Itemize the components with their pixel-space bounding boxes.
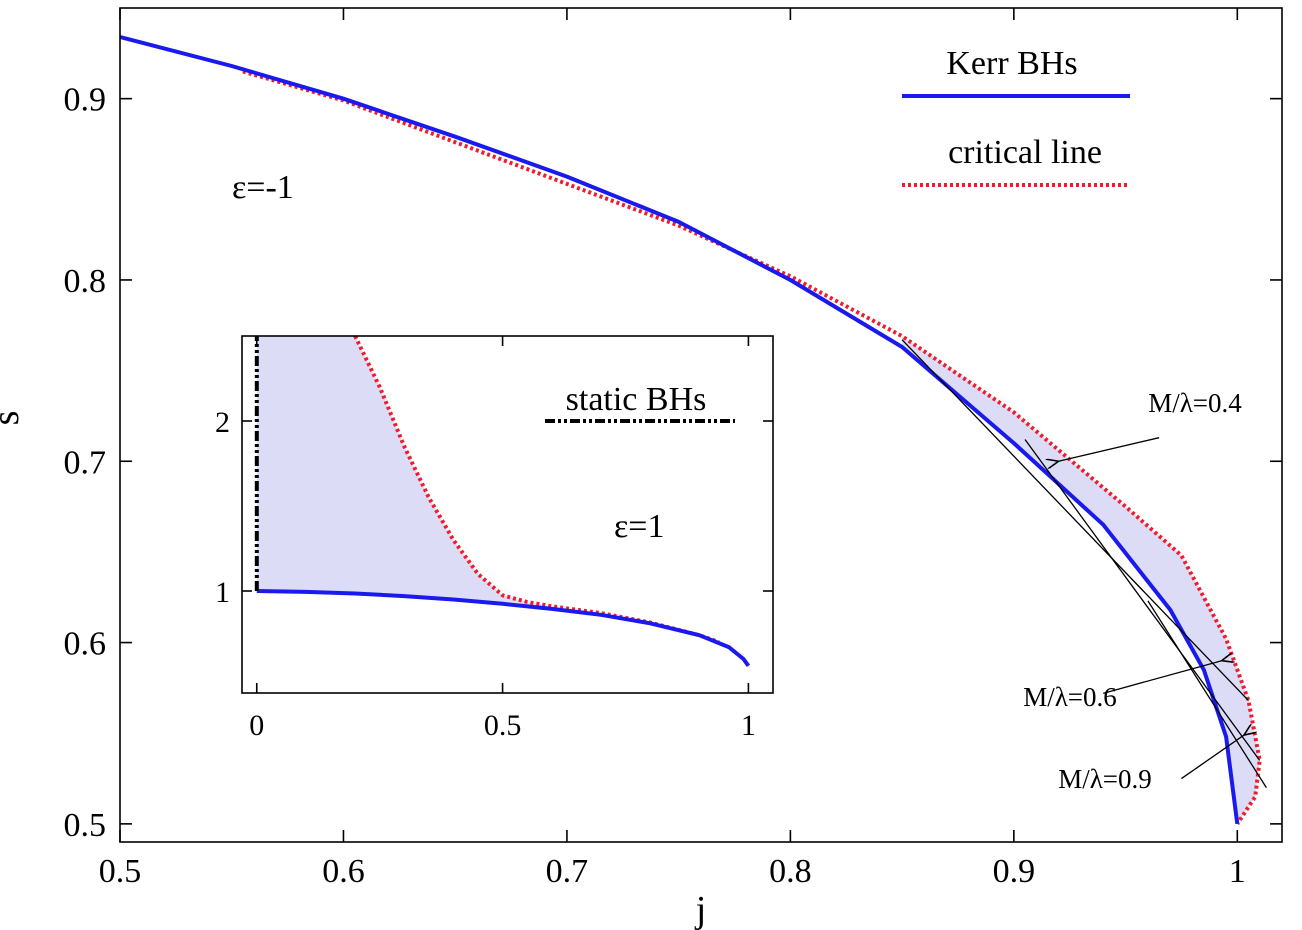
x-axis-label: j bbox=[694, 889, 707, 930]
y-tick-label-0.6: 0.6 bbox=[64, 626, 107, 663]
x-tick-label-1: 1 bbox=[1229, 853, 1246, 890]
x-tick-label-0.6: 0.6 bbox=[322, 853, 365, 890]
inset-legend-label-static: static BHs bbox=[566, 381, 707, 418]
legend: Kerr BHs critical line bbox=[902, 45, 1130, 187]
inset-series-lines bbox=[254, 335, 751, 667]
main-shaded-region bbox=[902, 336, 1260, 824]
main-ticks: 0.5 0.6 0.7 0.8 0.9 1 0.5 0.6 0.7 0.8 0.9 bbox=[64, 8, 1282, 890]
x-tick-label-0.7: 0.7 bbox=[546, 853, 589, 890]
y-tick-label-0.5: 0.5 bbox=[64, 807, 107, 844]
legend-label-kerr: Kerr BHs bbox=[946, 45, 1077, 82]
annotation-label-2: M/λ=0.9 bbox=[1058, 764, 1152, 794]
x-tick-label-0.5: 0.5 bbox=[99, 853, 142, 890]
inset-plot-frame bbox=[241, 335, 774, 694]
annotation-label-1: M/λ=0.6 bbox=[1023, 682, 1117, 712]
y-tick-label-0.8: 0.8 bbox=[64, 263, 107, 300]
annotation-label-0: M/λ=0.4 bbox=[1148, 388, 1242, 418]
main-series-lines bbox=[119, 35, 1262, 825]
inset-series-line-kerr-bhs bbox=[256, 589, 751, 667]
inset-shaded-area bbox=[256, 336, 719, 642]
inset-x-tick-label-1: 1 bbox=[741, 709, 756, 742]
series-line-critical-line bbox=[242, 69, 1262, 825]
labelled-line-0 bbox=[901, 339, 1249, 702]
inset-y-tick-label-1: 1 bbox=[215, 576, 230, 609]
inset-epsilon-annotation: ε=1 bbox=[614, 508, 664, 545]
main-labelled-lines: M/λ=0.4 M/λ=0.6 M/λ=0.9 bbox=[901, 339, 1267, 794]
annotation-arrow-0 bbox=[1059, 437, 1160, 462]
x-tick-label-0.8: 0.8 bbox=[769, 853, 812, 890]
inset-shaded-region bbox=[256, 336, 719, 642]
inset-chart: 0 0.5 1 1 2 static BHs ε=1 bbox=[215, 335, 774, 742]
inset-ticks: 0 0.5 1 1 2 bbox=[215, 336, 773, 742]
labelled-line-2 bbox=[1147, 600, 1267, 788]
y-axis-label: s bbox=[0, 411, 27, 426]
epsilon-annotation: ε=-1 bbox=[232, 169, 294, 206]
inset-x-tick-label-0: 0 bbox=[249, 709, 264, 742]
y-tick-label-0.9: 0.9 bbox=[64, 82, 107, 119]
x-tick-label-0.9: 0.9 bbox=[993, 853, 1036, 890]
main-shaded-area bbox=[902, 336, 1260, 824]
inset-x-tick-label-0.5: 0.5 bbox=[484, 709, 522, 742]
y-tick-label-0.7: 0.7 bbox=[64, 444, 107, 481]
annotation-arrow-2 bbox=[1181, 735, 1244, 780]
labelled-line-1 bbox=[1024, 439, 1261, 761]
legend-label-critical: critical line bbox=[948, 134, 1102, 171]
series-line-kerr-bhs bbox=[119, 35, 1240, 825]
inset-y-tick-label-2: 2 bbox=[215, 406, 230, 439]
main-plot-frame bbox=[119, 7, 1283, 843]
annotation-arrow-1 bbox=[1103, 661, 1221, 694]
